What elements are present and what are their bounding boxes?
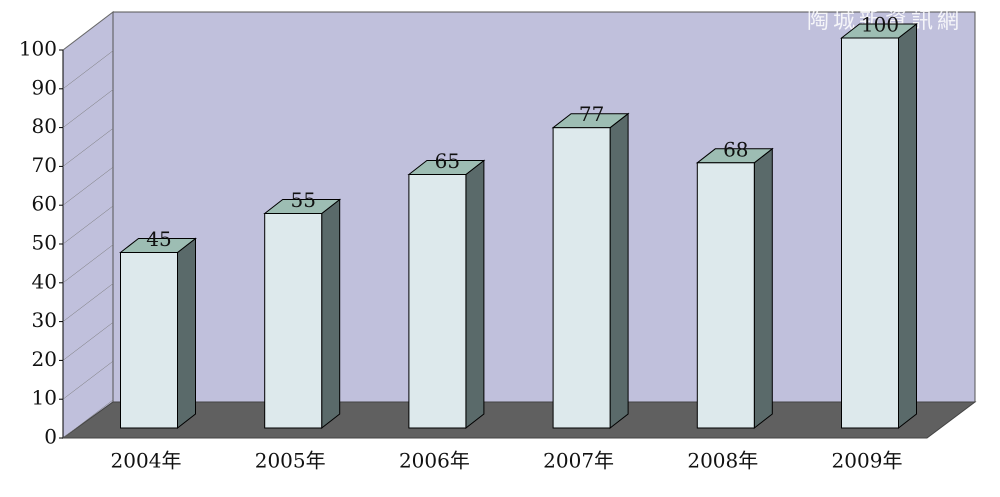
bar (696, 162, 755, 429)
bar (841, 37, 899, 429)
wall-line (62, 244, 114, 283)
y-tick-label: 70 (32, 153, 57, 177)
bar (120, 252, 178, 429)
y-tick-label: 60 (32, 192, 57, 216)
wall-line (62, 89, 114, 128)
wall-line (62, 167, 114, 206)
value-label: 68 (723, 137, 748, 161)
bar-side (321, 198, 341, 430)
y-tick-label: 90 (32, 75, 57, 99)
wall-line (62, 128, 114, 167)
y-tick-label: 40 (32, 269, 57, 293)
wall-line (62, 399, 114, 439)
wall-line (62, 322, 114, 361)
value-label: 45 (146, 227, 171, 251)
y-tick-label: 10 (32, 386, 57, 410)
wall-line (62, 205, 114, 245)
wall-line (62, 361, 114, 400)
x-tick-label: 2007年 (543, 449, 614, 473)
value-label: 100 (861, 13, 899, 37)
y-tick-label: 50 (32, 231, 57, 255)
x-tick-label: 2004年 (111, 449, 182, 473)
bar-side (465, 159, 485, 430)
x-tick-label: 2006年 (399, 449, 470, 473)
bar (264, 213, 323, 429)
wall-line (62, 50, 114, 89)
y-tick-label: 80 (32, 114, 57, 138)
wall-line (62, 11, 114, 51)
bar (552, 127, 611, 429)
x-tick-label: 2005年 (255, 449, 326, 473)
y-tick-label: 20 (32, 347, 57, 371)
value-label: 65 (435, 149, 460, 173)
value-label: 55 (290, 188, 315, 212)
x-tick-label: 2009年 (832, 449, 903, 473)
y-tick-label: 30 (32, 308, 57, 332)
y-tick-label: 100 (19, 37, 57, 61)
bar-side (609, 112, 629, 430)
bar-side (177, 237, 196, 430)
wall-line (62, 283, 114, 322)
floor (61, 401, 977, 439)
y-tick-label: 0 (44, 425, 57, 449)
value-label: 77 (579, 102, 604, 126)
bar-side (753, 147, 773, 430)
bar (408, 174, 467, 429)
bar-side (898, 22, 917, 430)
x-tick-label: 2008年 (687, 449, 758, 473)
